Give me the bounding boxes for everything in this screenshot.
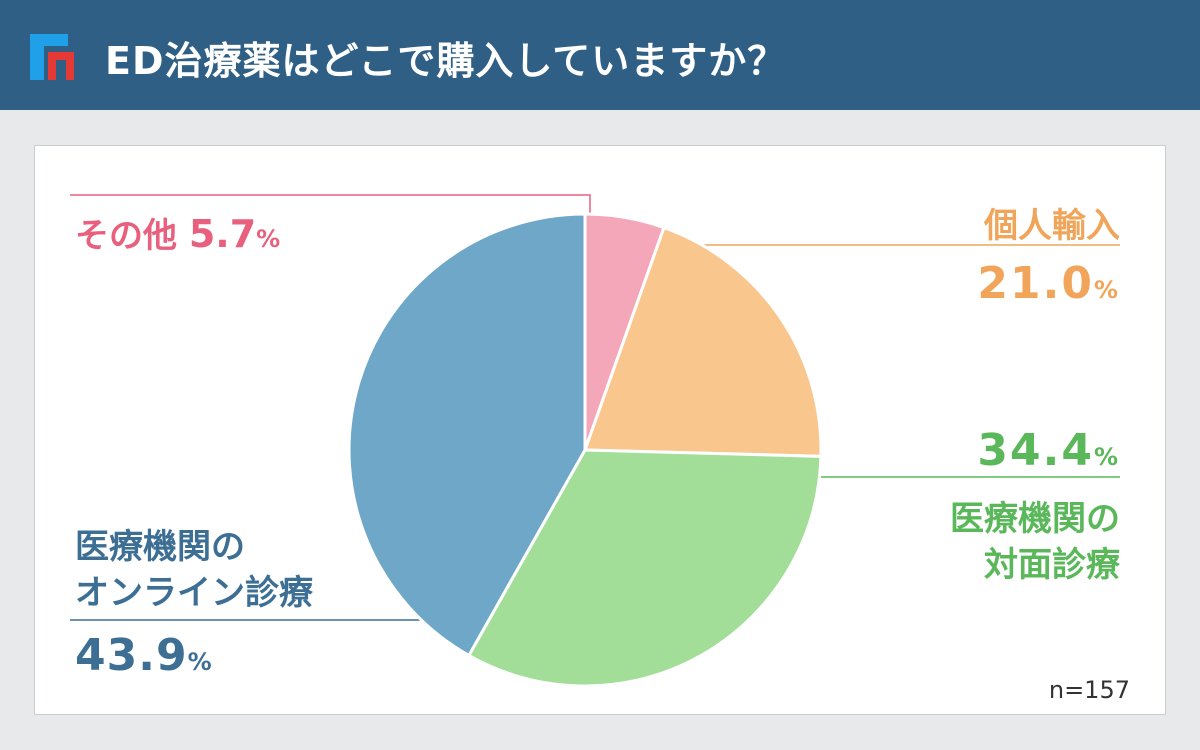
- percent-sign: %: [1093, 276, 1120, 304]
- label-face-name: 医療機関の対面診療: [950, 496, 1120, 588]
- label-other-value: 5.7: [188, 212, 257, 256]
- label-face-line1: 医療機関の: [950, 499, 1120, 539]
- header-bar: ED治療薬はどこで購入していますか？: [0, 0, 1200, 110]
- label-face-value: 34.4%: [977, 425, 1120, 476]
- label-other-name: その他: [75, 216, 177, 256]
- label-online-value: 43.9%: [75, 630, 213, 681]
- pie-slice-import: [582, 225, 823, 458]
- pie-slices: [347, 212, 823, 688]
- leader-lines: [70, 194, 1120, 621]
- pie-slice-online: [347, 212, 587, 658]
- label-online-line2: オンライン診療: [75, 573, 313, 613]
- label-online-name: 医療機関のオンライン診療: [75, 524, 313, 616]
- leader-other: [70, 194, 591, 220]
- label-face-number: 34.4: [977, 425, 1094, 476]
- percent-sign: %: [187, 648, 213, 676]
- label-face-line2: 対面診療: [984, 545, 1120, 585]
- label-online-line1: 医療機関の: [75, 527, 245, 567]
- pie-slice-face: [466, 448, 823, 688]
- percent-sign: %: [1093, 443, 1120, 471]
- sample-size: n=157: [1048, 676, 1130, 704]
- percent-sign: %: [256, 225, 281, 253]
- label-other: その他 5.7%: [75, 208, 280, 257]
- label-import-name: 個人輸入: [984, 206, 1120, 246]
- label-import-value: 21.0%: [977, 258, 1120, 309]
- page-title: ED治療薬はどこで購入していますか？: [105, 39, 787, 83]
- brand-logo-icon: [30, 34, 74, 80]
- label-import-number: 21.0: [977, 258, 1094, 309]
- label-online-number: 43.9: [75, 630, 188, 681]
